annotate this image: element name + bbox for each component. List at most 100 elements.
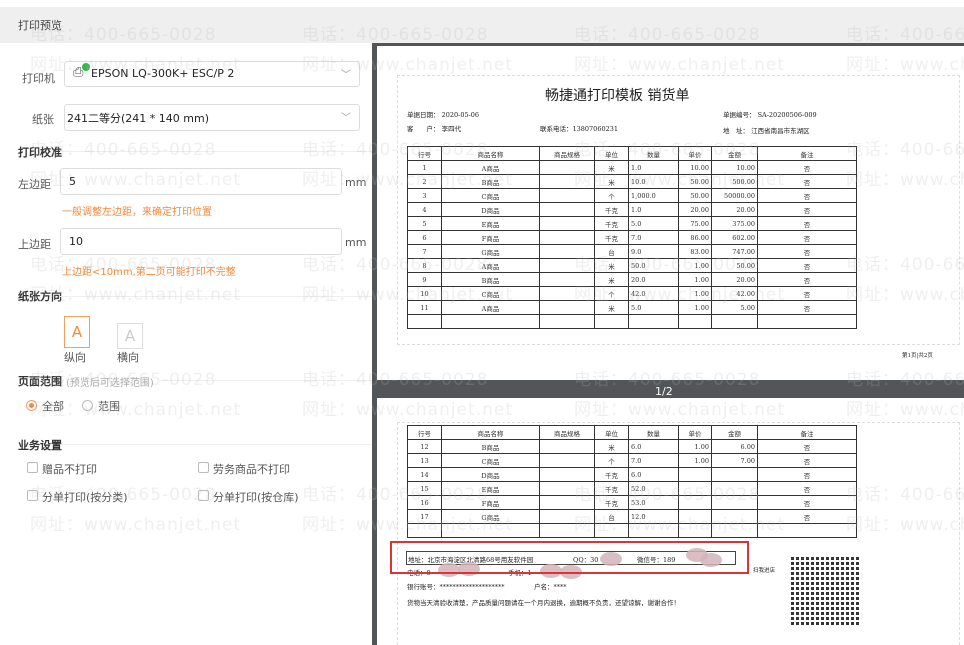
table-cell — [539, 230, 595, 245]
landscape-option[interactable]: A — [117, 323, 143, 349]
column-header: 单位 — [594, 425, 629, 440]
table-cell — [678, 495, 712, 510]
table-cell: 6.0 — [628, 467, 679, 482]
split-by-warehouse-checkbox[interactable] — [198, 490, 209, 501]
table-cell — [678, 481, 712, 496]
table-cell — [539, 160, 595, 175]
table-cell: 1.00 — [678, 439, 712, 454]
table-cell: 50.00 — [711, 258, 758, 273]
print-area-border — [397, 75, 960, 345]
table-cell — [678, 509, 712, 524]
column-header: 单价 — [678, 425, 712, 440]
table-cell: 20.0 — [628, 272, 679, 287]
table-cell: 50.00 — [678, 188, 712, 203]
table-cell: 375.00 — [711, 216, 758, 231]
table-cell: D商品 — [441, 467, 540, 482]
table-cell: 1.00 — [678, 272, 712, 287]
table-cell: 1.00 — [678, 258, 712, 273]
table-cell: 16 — [407, 495, 442, 510]
table-cell: 602.00 — [711, 230, 758, 245]
footer-qq: QQ：30 — [573, 556, 599, 564]
table-cell — [539, 244, 595, 259]
table-cell: 7.0 — [628, 230, 679, 245]
table-cell: 8 — [407, 258, 442, 273]
table-cell: 否 — [757, 453, 857, 468]
table-header-row: 行号 商品名称 商品规格 单位 数量 单价 金额 备注 — [407, 146, 857, 161]
table-cell: 5.0 — [628, 300, 679, 315]
table-row: 11 A商品 米 5.0 1.00 5.00 否 — [407, 300, 857, 315]
contact-value: 13807060231 — [572, 125, 619, 133]
customer-label: 客 户： — [407, 125, 440, 133]
printer-icon: ⎙ — [73, 65, 84, 80]
gift-no-print-checkbox[interactable] — [27, 462, 38, 473]
table-cell: 6.0 — [628, 439, 679, 454]
top-margin-unit: mm — [345, 236, 367, 249]
column-header: 备注 — [757, 425, 857, 440]
table-cell: 14 — [407, 467, 442, 482]
table-cell: 5.0 — [628, 216, 679, 231]
table-cell: 否 — [757, 230, 857, 245]
table-cell: 否 — [757, 300, 857, 315]
table-cell: 千克 — [594, 467, 629, 482]
printer-value: EPSON LQ-300K+ ESC/P 2 — [91, 67, 235, 80]
table-cell: 台 — [594, 509, 629, 524]
table-cell: 6.00 — [711, 439, 758, 454]
table-cell: 13 — [407, 453, 442, 468]
table-cell — [711, 509, 758, 524]
table-cell: 个 — [594, 453, 629, 468]
table-cell: C商品 — [441, 286, 540, 301]
table-cell: 20.00 — [711, 202, 758, 217]
column-header: 商品规格 — [539, 146, 595, 161]
table-cell: 3 — [407, 188, 442, 203]
table-row: 17 G商品 台 12.0 否 — [407, 509, 857, 524]
table-row: 7 G商品 台 9.0 83.00 747.00 否 — [407, 244, 857, 259]
table-cell: 1.0 — [628, 202, 679, 217]
table-cell: 42.00 — [711, 286, 758, 301]
range-all-radio[interactable] — [26, 400, 37, 411]
table-cell — [539, 495, 595, 510]
table-cell: 1.00 — [678, 453, 712, 468]
table-row: 5 E商品 千克 5.0 75.00 375.00 否 — [407, 216, 857, 231]
service-no-print-checkbox[interactable] — [198, 462, 209, 473]
table-cell: 12.0 — [628, 509, 679, 524]
table-cell: 米 — [594, 272, 629, 287]
table-cell: 53.0 — [628, 495, 679, 510]
printer-select[interactable]: ⎙ EPSON LQ-300K+ ESC/P 2 ﹀ — [64, 61, 360, 87]
table-cell: F商品 — [441, 230, 540, 245]
column-header: 数量 — [628, 425, 679, 440]
table-row: 16 F商品 千克 53.0 否 — [407, 495, 857, 510]
paper-label: 纸张 — [32, 113, 54, 126]
top-margin-input[interactable]: 10 — [60, 228, 342, 255]
top-margin-hint: 上边距<10mm,第二页可能打印不完整 — [62, 267, 236, 278]
portrait-option[interactable]: A — [64, 316, 90, 348]
table-row: 8 A商品 米 50.0 1.00 50.00 否 — [407, 258, 857, 273]
left-margin-input[interactable]: 5 — [60, 168, 342, 195]
table-cell — [539, 188, 595, 203]
range-custom-radio[interactable] — [82, 400, 93, 411]
table-cell — [539, 174, 595, 189]
paper-select[interactable]: 241二等分(241 * 140 mm) ﹀ — [64, 104, 360, 131]
table-cell: 83.00 — [678, 244, 712, 259]
table-row: 10 C商品 个 42.0 1.00 42.00 否 — [407, 286, 857, 301]
gift-no-print-label: 赠品不打印 — [42, 463, 97, 476]
table-cell — [711, 467, 758, 482]
table-cell: 台 — [594, 244, 629, 259]
table-cell — [678, 467, 712, 482]
table-cell: 5.00 — [711, 300, 758, 315]
address-label: 地 址： — [723, 127, 749, 135]
split-by-category-checkbox[interactable] — [27, 490, 38, 501]
table-cell: 10 — [407, 286, 442, 301]
chevron-down-icon: ﹀ — [341, 70, 351, 81]
table-cell: 否 — [757, 439, 857, 454]
service-no-print-label: 劳务商品不打印 — [213, 463, 290, 476]
table-cell: 米 — [594, 300, 629, 315]
table-row: 14 D商品 千克 6.0 否 — [407, 467, 857, 482]
paper-value: 241二等分(241 * 140 mm) — [67, 112, 209, 125]
orientation-title: 纸张方向 — [18, 290, 62, 303]
page-footer: 第1页|共2页 — [902, 353, 933, 359]
table-cell — [711, 481, 758, 496]
table-cell: 否 — [757, 272, 857, 287]
footer-wechat: 微信号：189 — [637, 556, 676, 564]
table-cell: 否 — [757, 258, 857, 273]
dialog-header: 打印预览 — [0, 7, 964, 43]
